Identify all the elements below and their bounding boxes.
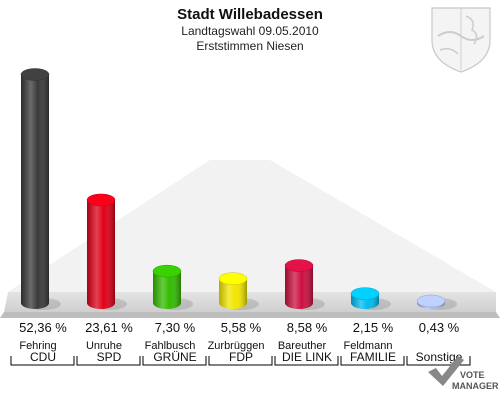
checkmark-icon: [428, 356, 464, 386]
party-label: DIE LINK: [282, 350, 332, 364]
bar-top: [350, 287, 380, 300]
bar-top: [152, 264, 182, 278]
chart-back-shade: [8, 160, 496, 292]
chart-subtitle: Landtagswahl 09.05.2010: [181, 24, 319, 38]
party-label: CDU: [30, 350, 56, 364]
coat-of-arms-icon: [431, 7, 491, 73]
party-bracket: [76, 356, 141, 366]
value-label: 52,36 %: [19, 320, 67, 335]
candidate-label: Zurbrüggen: [208, 340, 265, 352]
party-bracket: [406, 356, 471, 366]
bar-grüne: [152, 264, 193, 310]
candidate-label: Feldmann: [344, 340, 393, 352]
candidate-labels-group: Fehring Unruhe Fahlbusch Zurbrüggen Bareuthe…: [19, 340, 392, 352]
party-labels-group: CDU SPD GRÜNE FDP DIE LINK FAMILIE Sonstige: [10, 350, 471, 366]
value-label: 23,61 %: [85, 320, 133, 335]
party-bracket: [142, 356, 207, 366]
bar-top: [218, 272, 248, 285]
bar-top: [284, 259, 314, 272]
candidate-label: Unruhe: [86, 340, 122, 352]
chart-floor-edge: [0, 312, 500, 318]
value-label: 2,15 %: [353, 320, 394, 335]
party-bracket: [340, 356, 405, 366]
value-label: 5,58 %: [221, 320, 262, 335]
bar-top: [416, 294, 446, 308]
value-label: 0,43 %: [419, 320, 460, 335]
bar-shine: [153, 271, 181, 309]
chart-subtitle-2: Erststimmen Niesen: [196, 39, 303, 53]
party-bracket: [208, 356, 273, 366]
bar-top: [86, 193, 116, 207]
bar-fdp: [218, 272, 259, 310]
bar-cdu: [20, 68, 61, 310]
candidate-label: Fahlbusch: [145, 340, 196, 352]
value-label: 7,30 %: [155, 320, 196, 335]
bar-sonstige: [416, 294, 457, 310]
party-label: GRÜNE: [153, 350, 196, 364]
party-label: FAMILIE: [350, 350, 396, 364]
brand-line-2: MANAGER: [452, 381, 499, 391]
party-bracket: [274, 356, 339, 366]
bar-spd: [86, 193, 127, 310]
vote-manager-logo: VOTE MANAGER: [428, 356, 499, 391]
candidate-label: Bareuther: [278, 340, 327, 352]
bar-die-linke: [284, 259, 325, 310]
party-label: Sonstige: [416, 350, 463, 364]
bar-top: [20, 68, 50, 81]
bars-group: [20, 68, 457, 310]
bar-shine: [21, 74, 49, 310]
chart-title: Stadt Willebadessen: [177, 6, 323, 23]
candidate-label: Fehring: [19, 340, 56, 352]
party-bracket: [10, 356, 75, 366]
bar-shine: [87, 199, 115, 309]
party-label: FDP: [229, 350, 253, 364]
value-labels-group: 52,36 % 23,61 % 7,30 % 5,58 % 8,58 % 2,15 % 0,…: [19, 320, 460, 335]
bar-shine: [219, 278, 247, 309]
party-label: SPD: [97, 350, 122, 364]
bar-shine: [285, 265, 313, 309]
value-label: 8,58 %: [287, 320, 328, 335]
bar-familie: [350, 287, 391, 310]
brand-line-1: VOTE: [460, 370, 485, 380]
